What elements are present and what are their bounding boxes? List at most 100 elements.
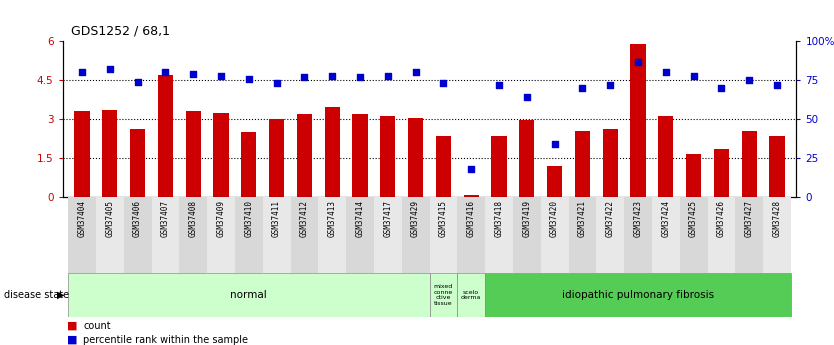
- Text: idiopathic pulmonary fibrosis: idiopathic pulmonary fibrosis: [562, 290, 714, 300]
- Bar: [241, 132, 256, 197]
- Bar: [624, 197, 652, 273]
- Bar: [68, 197, 96, 273]
- Bar: [519, 120, 535, 197]
- Text: GSM37419: GSM37419: [522, 200, 531, 237]
- Point: [409, 70, 422, 75]
- Text: GSM37415: GSM37415: [439, 200, 448, 237]
- Bar: [319, 197, 346, 273]
- Point: [771, 82, 784, 88]
- Point: [158, 70, 172, 75]
- Bar: [179, 197, 207, 273]
- Bar: [430, 197, 457, 273]
- Bar: [374, 197, 402, 273]
- Bar: [575, 131, 590, 197]
- Point: [575, 85, 589, 91]
- Text: GSM37418: GSM37418: [495, 200, 504, 237]
- Bar: [457, 197, 485, 273]
- Bar: [707, 197, 736, 273]
- Text: GSM37424: GSM37424: [661, 200, 671, 237]
- Bar: [130, 129, 145, 197]
- Text: GSM37429: GSM37429: [411, 200, 420, 237]
- Bar: [352, 114, 368, 197]
- Point: [742, 77, 756, 83]
- Bar: [513, 197, 540, 273]
- Text: ▶: ▶: [57, 290, 64, 300]
- Text: disease state: disease state: [4, 290, 69, 300]
- Bar: [269, 119, 284, 197]
- Point: [604, 82, 617, 88]
- Bar: [185, 111, 201, 197]
- Bar: [123, 197, 152, 273]
- Bar: [408, 118, 423, 197]
- Bar: [491, 136, 507, 197]
- Bar: [763, 197, 791, 273]
- Point: [437, 80, 450, 86]
- Text: GSM37417: GSM37417: [384, 200, 392, 237]
- Text: GSM37416: GSM37416: [467, 200, 475, 237]
- Point: [131, 79, 144, 85]
- Bar: [658, 116, 674, 197]
- Point: [270, 80, 284, 86]
- Bar: [540, 197, 569, 273]
- Bar: [297, 114, 312, 197]
- Bar: [602, 129, 618, 197]
- Bar: [596, 197, 624, 273]
- Bar: [736, 197, 763, 273]
- Point: [465, 166, 478, 171]
- Bar: [380, 116, 395, 197]
- Point: [187, 71, 200, 77]
- Text: GSM37426: GSM37426: [717, 200, 726, 237]
- Bar: [457, 273, 485, 317]
- Bar: [714, 149, 729, 197]
- Bar: [631, 44, 646, 197]
- Bar: [485, 273, 791, 317]
- Bar: [68, 273, 430, 317]
- Bar: [547, 166, 562, 197]
- Text: GSM37411: GSM37411: [272, 200, 281, 237]
- Bar: [290, 197, 319, 273]
- Text: GSM37409: GSM37409: [217, 200, 225, 237]
- Text: count: count: [83, 321, 111, 331]
- Bar: [485, 197, 513, 273]
- Bar: [680, 197, 707, 273]
- Bar: [430, 273, 457, 317]
- Text: GSM37406: GSM37406: [133, 200, 142, 237]
- Text: GSM37423: GSM37423: [634, 200, 642, 237]
- Bar: [235, 197, 263, 273]
- Text: GSM37421: GSM37421: [578, 200, 587, 237]
- Bar: [464, 195, 479, 197]
- Point: [520, 95, 534, 100]
- Point: [381, 73, 394, 78]
- Bar: [263, 197, 290, 273]
- Bar: [346, 197, 374, 273]
- Point: [659, 70, 672, 75]
- Text: GSM37404: GSM37404: [78, 200, 87, 237]
- Text: GSM37428: GSM37428: [772, 200, 781, 237]
- Bar: [102, 110, 118, 197]
- Point: [298, 74, 311, 80]
- Text: GSM37427: GSM37427: [745, 200, 754, 237]
- Point: [242, 76, 255, 81]
- Bar: [152, 197, 179, 273]
- Text: mixed
conne
ctive
tissue: mixed conne ctive tissue: [434, 284, 453, 306]
- Bar: [158, 75, 173, 197]
- Text: GSM37420: GSM37420: [550, 200, 559, 237]
- Text: scelo
derma: scelo derma: [461, 289, 481, 300]
- Text: GSM37414: GSM37414: [355, 200, 364, 237]
- Text: GDS1252 / 68,1: GDS1252 / 68,1: [71, 25, 170, 38]
- Text: ■: ■: [67, 321, 78, 331]
- Bar: [324, 107, 340, 197]
- Text: GSM37405: GSM37405: [105, 200, 114, 237]
- Point: [75, 70, 88, 75]
- Bar: [207, 197, 235, 273]
- Point: [492, 82, 505, 88]
- Point: [715, 85, 728, 91]
- Bar: [96, 197, 123, 273]
- Bar: [214, 112, 229, 197]
- Text: percentile rank within the sample: percentile rank within the sample: [83, 335, 249, 345]
- Text: GSM37413: GSM37413: [328, 200, 337, 237]
- Point: [354, 74, 367, 80]
- Text: GSM37422: GSM37422: [605, 200, 615, 237]
- Point: [214, 73, 228, 78]
- Point: [631, 59, 645, 64]
